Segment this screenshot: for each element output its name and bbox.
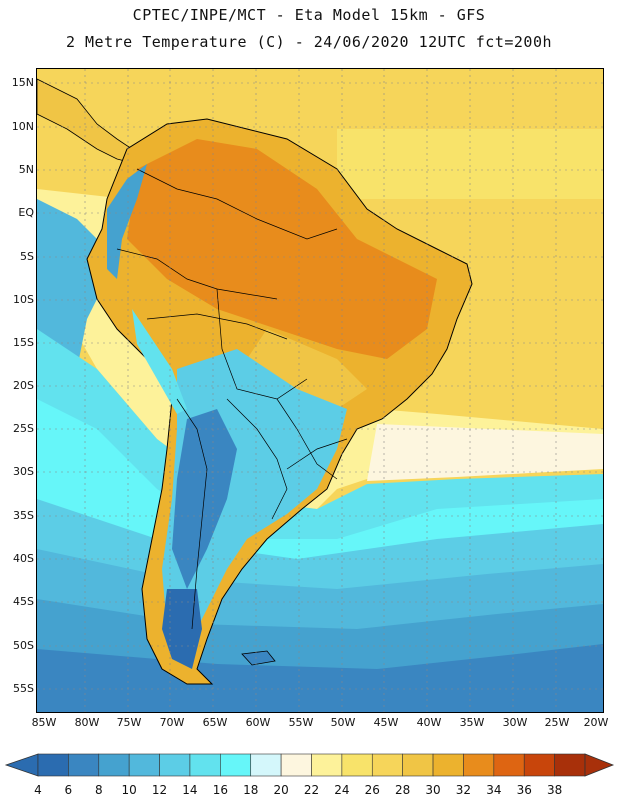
andes-cold-region [172, 409, 237, 589]
colorbar-tick-label: 10 [121, 783, 137, 797]
map-title-line1: CPTEC/INPE/MCT - Eta Model 15km - GFS [132, 6, 486, 24]
colorbar-swatch [220, 753, 252, 777]
colorbar-swatch [37, 753, 69, 777]
lon-label: 80W [74, 716, 100, 729]
colorbar-tick-label: 18 [243, 783, 259, 797]
central-andes-cool [132, 309, 187, 414]
lon-label: 40W [416, 716, 442, 729]
temperature-map[interactable] [36, 68, 604, 713]
colorbar-max-arrow [584, 753, 615, 777]
lon-label: 45W [373, 716, 399, 729]
lon-label: 30W [502, 716, 528, 729]
colorbar-swatch [311, 753, 343, 777]
colorbar-swatch [68, 753, 100, 777]
colorbar-tick-label: 6 [64, 783, 73, 797]
colorbar-tick-label: 34 [486, 783, 502, 797]
central-brazil-region [247, 329, 367, 409]
colorbar-tick-label: 4 [34, 783, 42, 797]
colorbar-tick-label: 22 [303, 783, 320, 797]
colorbar-swatch [371, 753, 403, 777]
lat-label: 55S [13, 682, 34, 695]
north-atlantic-band [337, 129, 603, 199]
colorbar-swatch [128, 753, 160, 777]
lat-label: 15N [11, 76, 34, 89]
lat-label: 35S [13, 509, 34, 522]
colorbar-tick-label: 36 [516, 783, 532, 797]
lat-label: 45S [13, 595, 34, 608]
lon-label: 65W [202, 716, 228, 729]
patagonia-cold-region [162, 589, 202, 669]
colorbar-tick-label: 14 [182, 783, 198, 797]
map-title-line2: 2 Metre Temperature (C) - 24/06/2020 12U… [65, 33, 553, 51]
country-borders [116, 168, 348, 630]
colorbar-swatch [493, 753, 525, 777]
south-atlantic-pale-zone [367, 424, 603, 481]
lat-label: 40S [13, 552, 34, 565]
falkland-islands [241, 650, 276, 666]
colorbar-swatch [463, 753, 495, 777]
colorbar-tick-label: 16 [212, 783, 228, 797]
lon-label: 50W [330, 716, 356, 729]
colorbar-swatch [523, 753, 555, 777]
colorbar-min-arrow [4, 753, 39, 777]
lon-label: 70W [159, 716, 185, 729]
lat-label: EQ [18, 206, 34, 219]
colorbar-tick-label: 28 [395, 783, 411, 797]
lon-label: 75W [116, 716, 142, 729]
lat-label: 50S [13, 639, 34, 652]
graticule [37, 69, 603, 712]
colorbar-tick-label: 24 [334, 783, 350, 797]
colorbar-swatch [554, 753, 586, 777]
colorbar-swatch [280, 753, 312, 777]
colorbar-tick-label: 20 [273, 783, 289, 797]
colorbar-swatch [250, 753, 282, 777]
northern-andes-cold [107, 164, 147, 279]
colorbar-tick-label: 32 [455, 783, 472, 797]
colorbar-swatch [159, 753, 191, 777]
map-canvas [37, 69, 603, 712]
lat-label: 15S [13, 336, 34, 349]
lon-label: 20W [583, 716, 609, 729]
lat-label: 5N [18, 163, 34, 176]
colorbar-tick-label: 30 [425, 783, 441, 797]
colorbar-tick-label: 26 [364, 783, 380, 797]
lat-label: 10N [11, 120, 34, 133]
colorbar-tick-label: 38 [546, 783, 563, 797]
lon-label: 25W [544, 716, 570, 729]
lat-label: 30S [13, 465, 34, 478]
lon-label: 85W [31, 716, 57, 729]
colorbar-swatch [402, 753, 434, 777]
colorbar-swatch [98, 753, 130, 777]
lon-label: 55W [288, 716, 314, 729]
colorbar-swatch [189, 753, 221, 777]
colorbar-swatch [341, 753, 373, 777]
lat-label: 10S [13, 293, 34, 306]
colorbar-tick-label: 12 [151, 783, 168, 797]
lat-label: 20S [13, 379, 34, 392]
lon-label: 35W [459, 716, 485, 729]
lat-label: 25S [13, 422, 34, 435]
temperature-colorbar [4, 753, 615, 777]
lon-label: 60W [245, 716, 271, 729]
lat-label: 5S [20, 250, 34, 263]
colorbar-tick-label: 8 [94, 783, 103, 797]
amazon-warm-region [127, 139, 437, 359]
colorbar-swatch [432, 753, 464, 777]
